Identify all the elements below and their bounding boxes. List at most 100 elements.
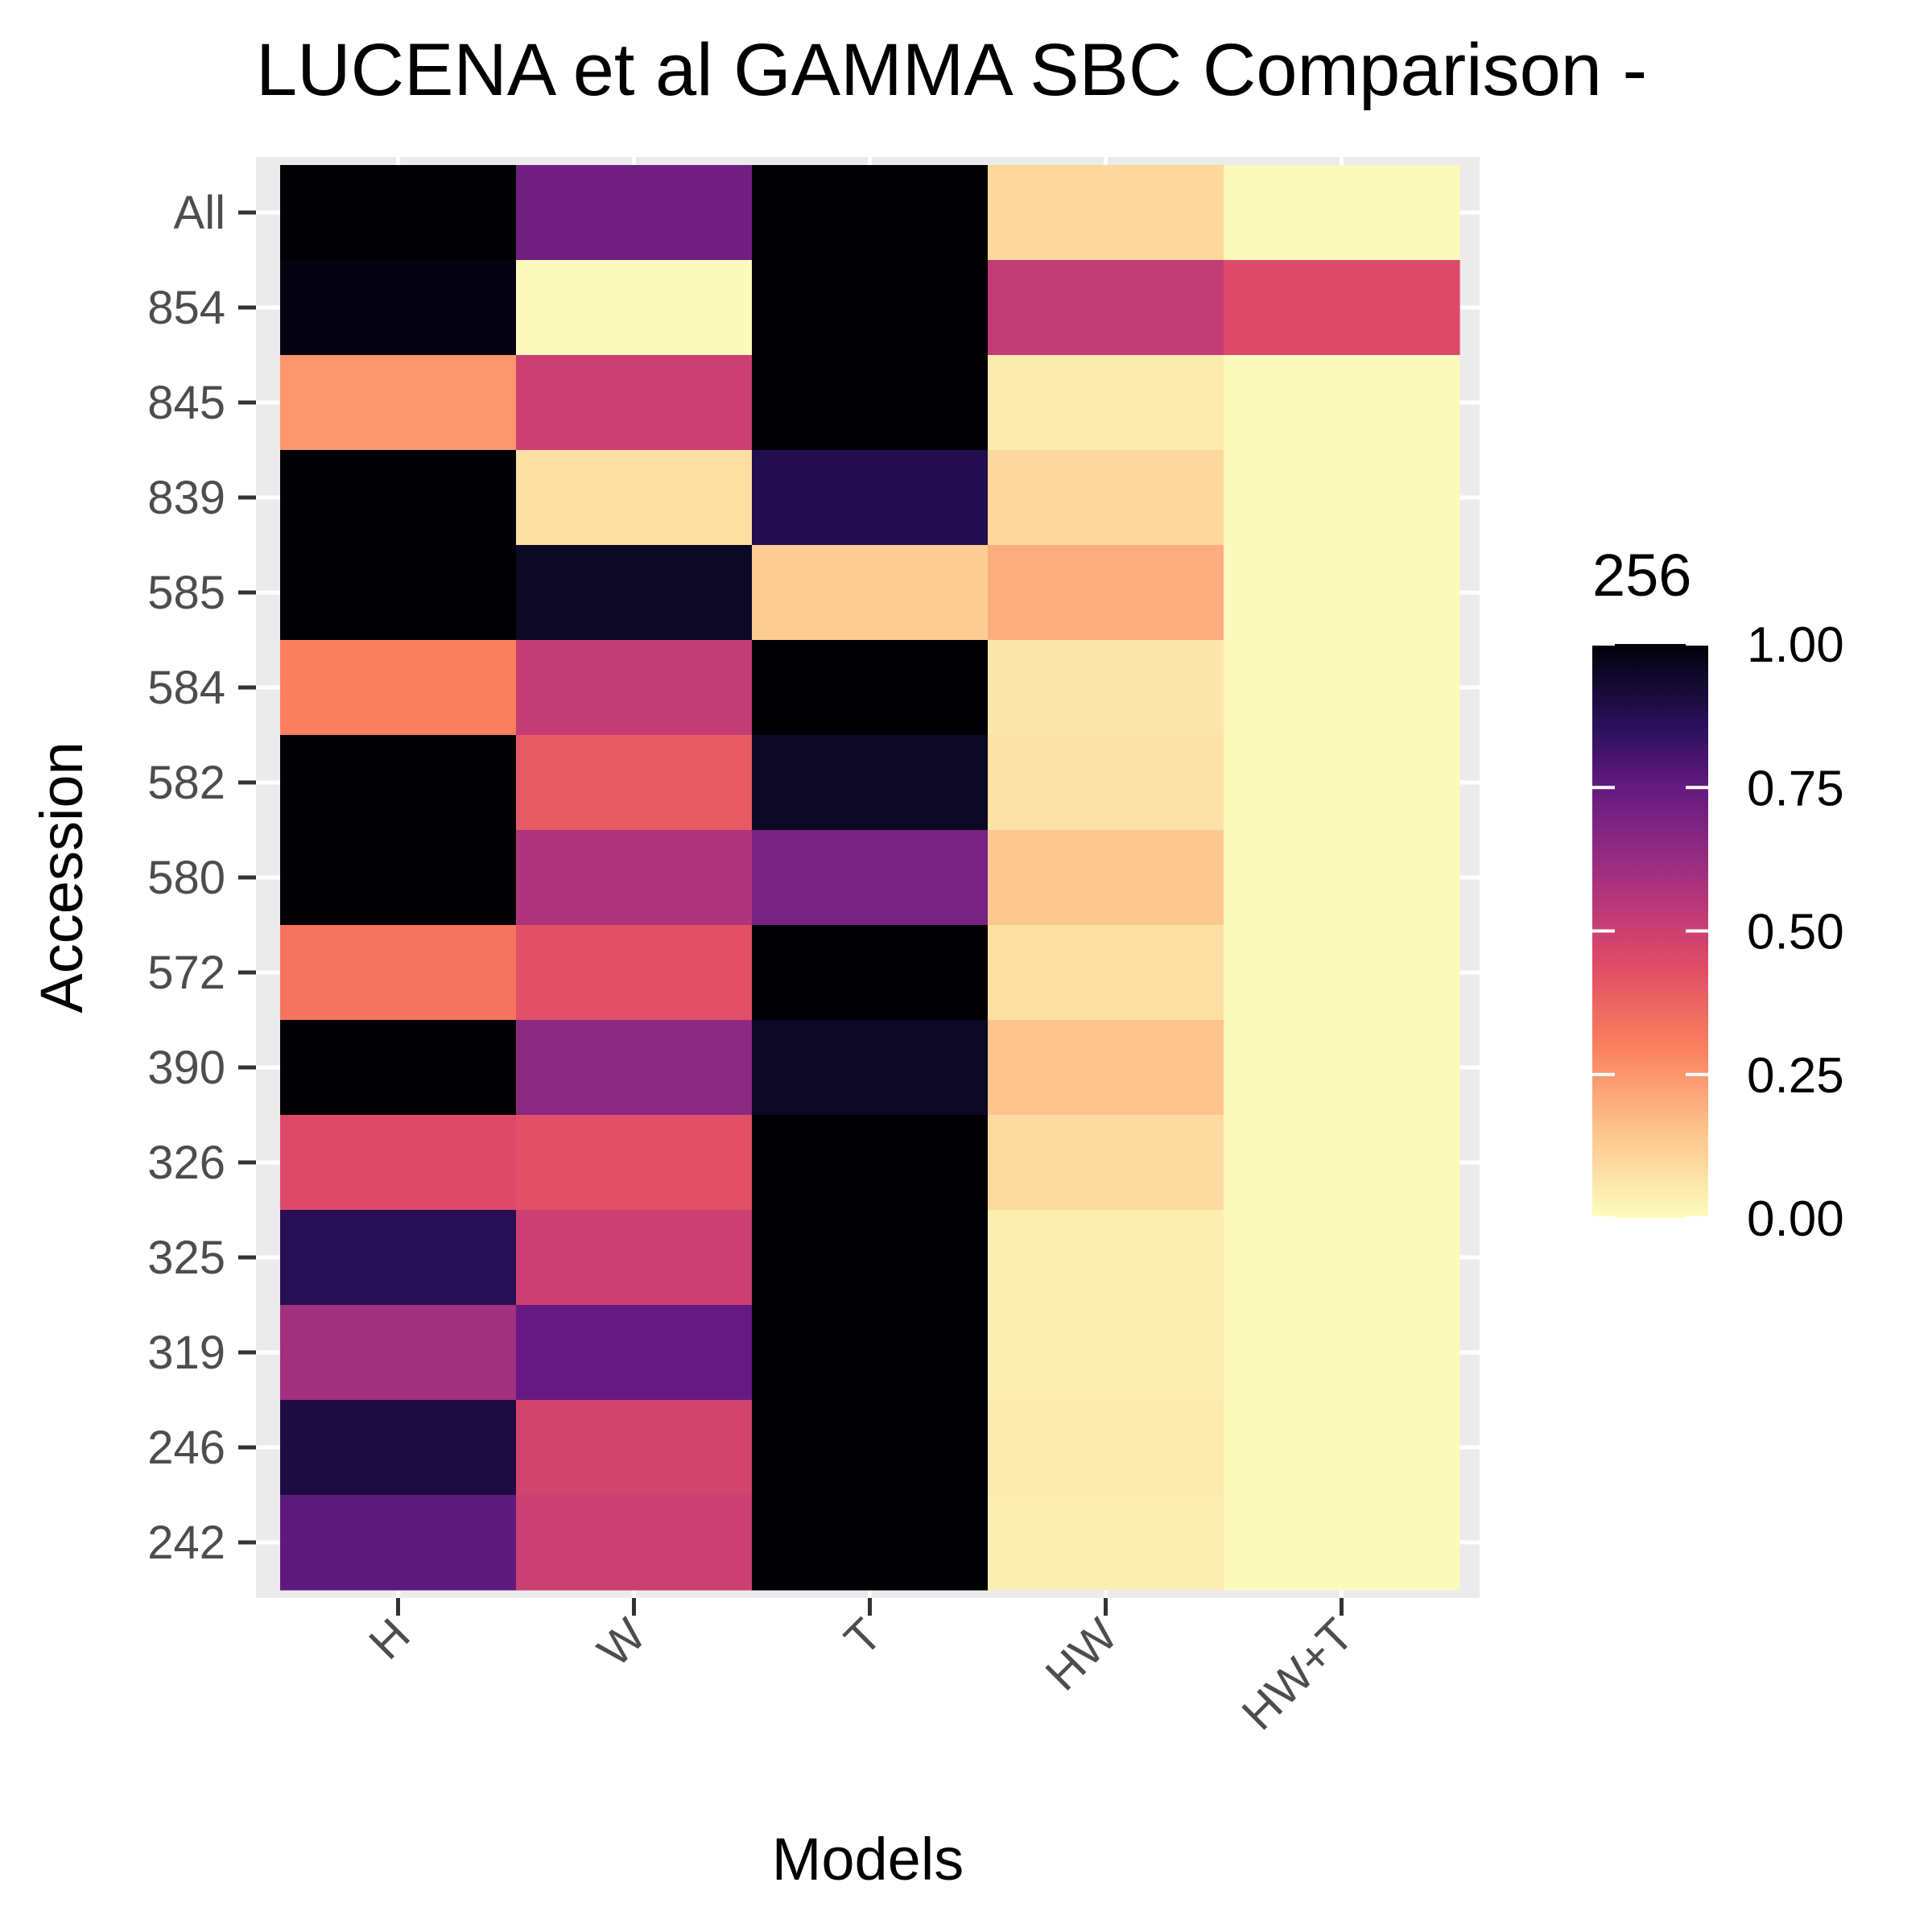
- heatmap-cell-326-W: [516, 1115, 753, 1211]
- heatmap-cell-242-W: [516, 1495, 753, 1591]
- legend-title: 256: [1592, 542, 1691, 609]
- heatmap-cell-839-HW+T: [1224, 450, 1460, 546]
- heatmap-cell-All-HW: [988, 165, 1224, 261]
- heatmap-cell-All-H: [280, 165, 517, 261]
- heatmap-cell-854-HW: [988, 260, 1224, 356]
- heatmap-cell-584-HW+T: [1224, 640, 1460, 736]
- y-tick-label: 839: [147, 472, 225, 524]
- heatmap-cell-580-HW: [988, 830, 1224, 926]
- heatmap-cell-325-W: [516, 1210, 753, 1306]
- heatmap-cell-582-H: [280, 735, 517, 831]
- heatmap-cell-319-T: [752, 1305, 989, 1401]
- heatmap-cell-319-HW+T: [1224, 1305, 1460, 1401]
- heatmap-cell-390-HW: [988, 1020, 1224, 1116]
- heatmap-cell-390-W: [516, 1020, 753, 1116]
- heatmap-cell-845-H: [280, 355, 517, 451]
- y-axis-title: Accession: [28, 741, 95, 1013]
- legend-tick-label: 0.50: [1747, 905, 1844, 960]
- heatmap-cell-572-HW+T: [1224, 925, 1460, 1021]
- heatmap-cell-246-T: [752, 1400, 989, 1496]
- heatmap-cell-242-HW: [988, 1495, 1224, 1591]
- heatmap-cell-580-W: [516, 830, 753, 926]
- heatmap-cell-572-H: [280, 925, 517, 1021]
- heatmap-cell-325-T: [752, 1210, 989, 1306]
- heatmap-cell-All-HW+T: [1224, 165, 1460, 261]
- heatmap-cell-584-T: [752, 640, 989, 736]
- heatmap-cell-319-W: [516, 1305, 753, 1401]
- y-tick-label: 854: [147, 282, 225, 334]
- heatmap-cell-584-HW: [988, 640, 1224, 736]
- y-tick-label: 319: [147, 1327, 225, 1379]
- y-tick-label: 585: [147, 567, 225, 619]
- heatmap-cell-242-HW+T: [1224, 1495, 1460, 1591]
- heatmap-cell-390-H: [280, 1020, 517, 1116]
- heatmap-cell-242-H: [280, 1495, 517, 1591]
- legend-tick-label: 0.00: [1747, 1191, 1844, 1247]
- heatmap-cell-854-W: [516, 260, 753, 356]
- y-tick-label: 390: [147, 1042, 225, 1094]
- heatmap-cell-580-T: [752, 830, 989, 926]
- heatmap-cell-572-W: [516, 925, 753, 1021]
- heatmap-cell-326-HW: [988, 1115, 1224, 1211]
- legend-tick-label: 0.75: [1747, 761, 1844, 816]
- heatmap-cell-326-HW+T: [1224, 1115, 1460, 1211]
- heatmap-cells: [280, 165, 1460, 1591]
- heatmap-cell-572-T: [752, 925, 989, 1021]
- chart-title: LUCENA et al GAMMA SBC Comparison -: [256, 29, 1647, 111]
- heatmap-cell-585-T: [752, 545, 989, 641]
- heatmap-cell-845-W: [516, 355, 753, 451]
- heatmap-cell-326-H: [280, 1115, 517, 1211]
- y-tick-label: 584: [147, 662, 225, 714]
- legend-ticks: 1.00 0.75 0.50 0.25 0.00: [1592, 617, 1844, 1247]
- heatmap-cell-325-HW+T: [1224, 1210, 1460, 1306]
- heatmap-cell-582-T: [752, 735, 989, 831]
- heatmap-cell-585-HW+T: [1224, 545, 1460, 641]
- y-tick-label: 242: [147, 1517, 225, 1569]
- heatmap-cell-246-W: [516, 1400, 753, 1496]
- legend-tick-label: 0.25: [1747, 1048, 1844, 1104]
- heatmap-cell-246-HW: [988, 1400, 1224, 1496]
- heatmap-cell-585-H: [280, 545, 517, 641]
- heatmap-cell-326-T: [752, 1115, 989, 1211]
- heatmap-cell-242-T: [752, 1495, 989, 1591]
- heatmap-cell-585-HW: [988, 545, 1224, 641]
- heatmap-cell-845-HW: [988, 355, 1224, 451]
- heatmap-cell-839-HW: [988, 450, 1224, 546]
- y-tick-label: 572: [147, 947, 225, 999]
- heatmap-cell-839-W: [516, 450, 753, 546]
- y-tick-label: 246: [147, 1422, 225, 1474]
- heatmap-cell-854-H: [280, 260, 517, 356]
- y-tick-label: All: [174, 187, 225, 239]
- heatmap-cell-All-T: [752, 165, 989, 261]
- y-tick-label: 580: [147, 852, 225, 904]
- heatmap-cell-325-H: [280, 1210, 517, 1306]
- heatmap-cell-246-HW+T: [1224, 1400, 1460, 1496]
- heatmap-cell-325-HW: [988, 1210, 1224, 1306]
- heatmap-cell-582-HW: [988, 735, 1224, 831]
- heatmap-cell-580-HW+T: [1224, 830, 1460, 926]
- heatmap-cell-854-T: [752, 260, 989, 356]
- heatmap-cell-585-W: [516, 545, 753, 641]
- heatmap-cell-584-H: [280, 640, 517, 736]
- y-tick-label: 325: [147, 1232, 225, 1284]
- heatmap-cell-319-H: [280, 1305, 517, 1401]
- heatmap-cell-845-HW+T: [1224, 355, 1460, 451]
- heatmap-cell-390-HW+T: [1224, 1020, 1460, 1116]
- y-tick-label: 326: [147, 1137, 225, 1189]
- heatmap-cell-839-H: [280, 450, 517, 546]
- heatmap-cell-845-T: [752, 355, 989, 451]
- heatmap-cell-319-HW: [988, 1305, 1224, 1401]
- heatmap-cell-582-HW+T: [1224, 735, 1460, 831]
- y-tick-label: 582: [147, 757, 225, 809]
- color-legend: 256 1.00 0.75 0.50 0.25 0.00: [1592, 542, 1844, 1247]
- heatmap-cell-580-H: [280, 830, 517, 926]
- heatmap-cell-582-W: [516, 735, 753, 831]
- heatmap-cell-572-HW: [988, 925, 1224, 1021]
- x-axis-title: Models: [772, 1826, 964, 1893]
- heatmap-cell-854-HW+T: [1224, 260, 1460, 356]
- heatmap-cell-All-W: [516, 165, 753, 261]
- heatmap-cell-584-W: [516, 640, 753, 736]
- heatmap-cell-390-T: [752, 1020, 989, 1116]
- legend-tick-label: 1.00: [1747, 617, 1844, 673]
